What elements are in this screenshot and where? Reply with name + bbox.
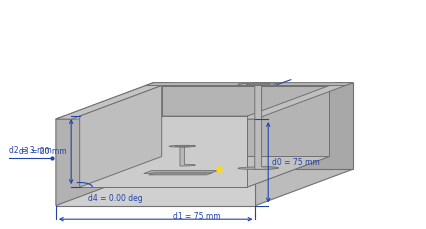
Polygon shape [56,119,256,206]
Polygon shape [56,83,170,119]
Polygon shape [162,86,329,156]
Polygon shape [180,145,196,166]
Polygon shape [80,116,248,187]
Text: d1 = 75 mm: d1 = 75 mm [173,213,220,221]
Polygon shape [56,83,153,206]
Polygon shape [80,156,329,187]
Polygon shape [56,116,263,119]
Polygon shape [239,83,353,119]
Text: d3 = 20 mm: d3 = 20 mm [19,147,67,156]
Polygon shape [255,83,279,169]
Text: d0 = 75 mm: d0 = 75 mm [273,158,320,167]
Polygon shape [80,86,162,187]
Polygon shape [246,83,271,85]
Text: d2 = 3 mm: d2 = 3 mm [9,146,52,155]
Polygon shape [175,146,190,147]
Polygon shape [153,83,353,169]
Polygon shape [146,83,353,86]
Polygon shape [248,86,329,187]
Text: d4 = 0.00 deg: d4 = 0.00 deg [88,194,143,203]
Polygon shape [256,83,353,206]
Polygon shape [149,173,213,175]
Polygon shape [144,171,217,174]
Polygon shape [238,83,279,85]
Polygon shape [169,145,195,147]
Polygon shape [238,167,279,169]
